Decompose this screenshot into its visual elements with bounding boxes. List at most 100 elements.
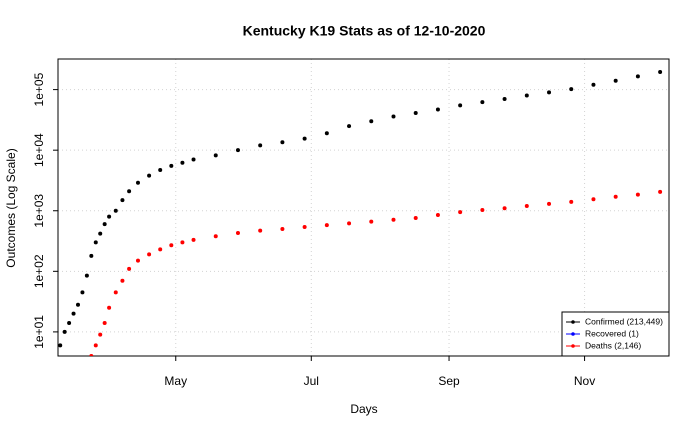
data-point (235, 148, 240, 153)
data-point (658, 70, 663, 75)
legend-label: Recovered (1) (585, 328, 639, 338)
data-point (302, 136, 307, 141)
legend-label: Deaths (2,146) (585, 340, 641, 350)
data-point (135, 180, 140, 185)
data-point (71, 311, 76, 316)
data-point (480, 100, 485, 105)
data-point (302, 224, 307, 229)
legend-label: Confirmed (213,449) (585, 316, 663, 326)
data-point (213, 234, 218, 239)
data-point (591, 197, 596, 202)
data-point (180, 160, 185, 165)
legend-marker (571, 344, 575, 348)
data-point (89, 253, 94, 258)
data-point (258, 143, 263, 148)
data-point (107, 214, 112, 219)
data-point (102, 321, 107, 326)
data-point (62, 329, 67, 334)
data-point (113, 290, 118, 295)
data-point (102, 222, 107, 227)
x-tick-label: Sep (438, 374, 460, 388)
data-point (191, 157, 196, 162)
data-point (458, 103, 463, 108)
data-point (369, 119, 374, 124)
data-point (235, 230, 240, 235)
data-point (347, 124, 352, 129)
data-point (127, 266, 132, 271)
data-point (113, 208, 118, 213)
x-axis-label: Days (350, 402, 377, 416)
data-point (524, 203, 529, 208)
data-point (369, 219, 374, 224)
data-point (569, 199, 574, 204)
data-point (84, 273, 89, 278)
y-tick-label: 1e+04 (32, 133, 46, 167)
data-point (127, 189, 132, 194)
data-point (524, 93, 529, 98)
x-tick-label: Jul (304, 374, 319, 388)
y-tick-label: 1e+03 (32, 194, 46, 228)
data-point (169, 163, 174, 168)
data-point (93, 240, 98, 245)
y-tick-label: 1e+01 (32, 315, 46, 349)
data-point (280, 140, 285, 145)
data-point (613, 194, 618, 199)
data-point (98, 231, 103, 236)
data-point (135, 258, 140, 263)
data-point (547, 201, 552, 206)
data-point (502, 96, 507, 101)
data-point (391, 217, 396, 222)
data-point (180, 240, 185, 245)
data-point (669, 68, 673, 72)
data-point (547, 90, 552, 95)
data-point (391, 114, 396, 119)
data-point (569, 87, 574, 92)
y-tick-label: 1e+05 (32, 72, 46, 106)
data-point (67, 321, 72, 326)
data-point (435, 213, 440, 218)
data-point (669, 189, 673, 193)
y-tick-label: 1e+02 (32, 254, 46, 288)
y-axis-label: Outcomes (Log Scale) (4, 148, 18, 267)
data-point (324, 223, 329, 228)
data-point (147, 173, 152, 178)
data-point (107, 305, 112, 310)
data-point (480, 207, 485, 212)
data-point (213, 153, 218, 158)
legend-marker (571, 332, 575, 336)
data-point (413, 215, 418, 220)
data-point (93, 343, 98, 348)
data-point (191, 237, 196, 242)
data-point (502, 206, 507, 211)
data-point (413, 111, 418, 116)
data-point (347, 221, 352, 226)
data-point (669, 390, 673, 394)
x-tick-label: Nov (574, 374, 595, 388)
data-point (158, 247, 163, 252)
data-point (324, 131, 329, 136)
data-point (58, 343, 63, 348)
data-point (635, 192, 640, 197)
data-point (147, 252, 152, 257)
data-point (280, 226, 285, 231)
chart-title: Kentucky K19 Stats as of 12-10-2020 (243, 23, 486, 39)
data-point (635, 74, 640, 79)
data-point (458, 210, 463, 215)
data-point (435, 107, 440, 112)
data-point (80, 290, 85, 295)
x-tick-label: May (164, 374, 187, 388)
data-point (75, 302, 80, 307)
plot-frame (57, 58, 670, 357)
data-point (89, 354, 94, 356)
data-point (120, 278, 125, 283)
data-point (169, 243, 174, 248)
data-point (98, 332, 103, 337)
data-point (258, 228, 263, 233)
data-point (158, 168, 163, 173)
data-point (658, 189, 663, 194)
plot-area (58, 68, 673, 394)
data-point (613, 78, 618, 83)
data-point (591, 82, 596, 87)
data-point (120, 198, 125, 203)
